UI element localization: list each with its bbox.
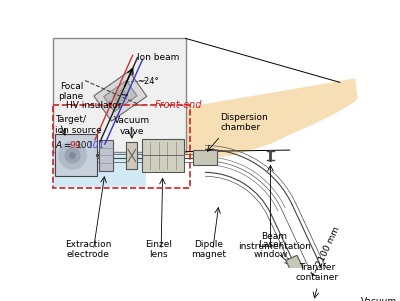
Bar — [286, 255, 309, 286]
Bar — [99, 140, 113, 171]
Bar — [306, 296, 322, 301]
Text: ~24°: ~24° — [137, 77, 158, 86]
Text: 101: 101 — [87, 141, 104, 150]
Text: 99: 99 — [70, 141, 81, 150]
Text: Beam
instrumentation: Beam instrumentation — [238, 232, 311, 251]
Bar — [55, 134, 97, 176]
Bar — [194, 150, 216, 166]
Text: 100: 100 — [76, 141, 94, 150]
Bar — [53, 105, 190, 188]
Bar — [328, 292, 347, 301]
Text: HV insulator: HV insulator — [66, 101, 122, 110]
Bar — [53, 113, 146, 187]
Bar — [126, 141, 137, 169]
Text: Dipole
magnet: Dipole magnet — [191, 240, 226, 259]
Bar — [94, 71, 147, 121]
Text: Dispersion
chamber: Dispersion chamber — [220, 113, 268, 132]
Circle shape — [65, 148, 80, 163]
Text: Vacuum
valve: Vacuum valve — [361, 297, 397, 301]
Text: Ion beam: Ion beam — [137, 53, 179, 62]
Polygon shape — [174, 79, 358, 158]
Text: Vacuum
valve: Vacuum valve — [114, 116, 150, 135]
Text: Laser
window: Laser window — [253, 240, 288, 259]
Bar — [53, 39, 186, 152]
Text: Focal
plane: Focal plane — [58, 82, 84, 101]
Text: Target/
ion source: Target/ ion source — [55, 115, 102, 135]
Text: A =: A = — [56, 141, 75, 150]
Bar — [142, 138, 184, 172]
Circle shape — [59, 141, 86, 169]
Bar — [104, 81, 137, 112]
Text: f~2100 mm: f~2100 mm — [311, 225, 342, 278]
Bar — [113, 89, 128, 104]
Text: Einzel
lens: Einzel lens — [145, 240, 172, 259]
Text: Front-end: Front-end — [155, 100, 202, 110]
Circle shape — [70, 152, 76, 159]
Text: Transfer
container: Transfer container — [296, 263, 339, 282]
Text: Extraction
electrode: Extraction electrode — [65, 240, 111, 259]
